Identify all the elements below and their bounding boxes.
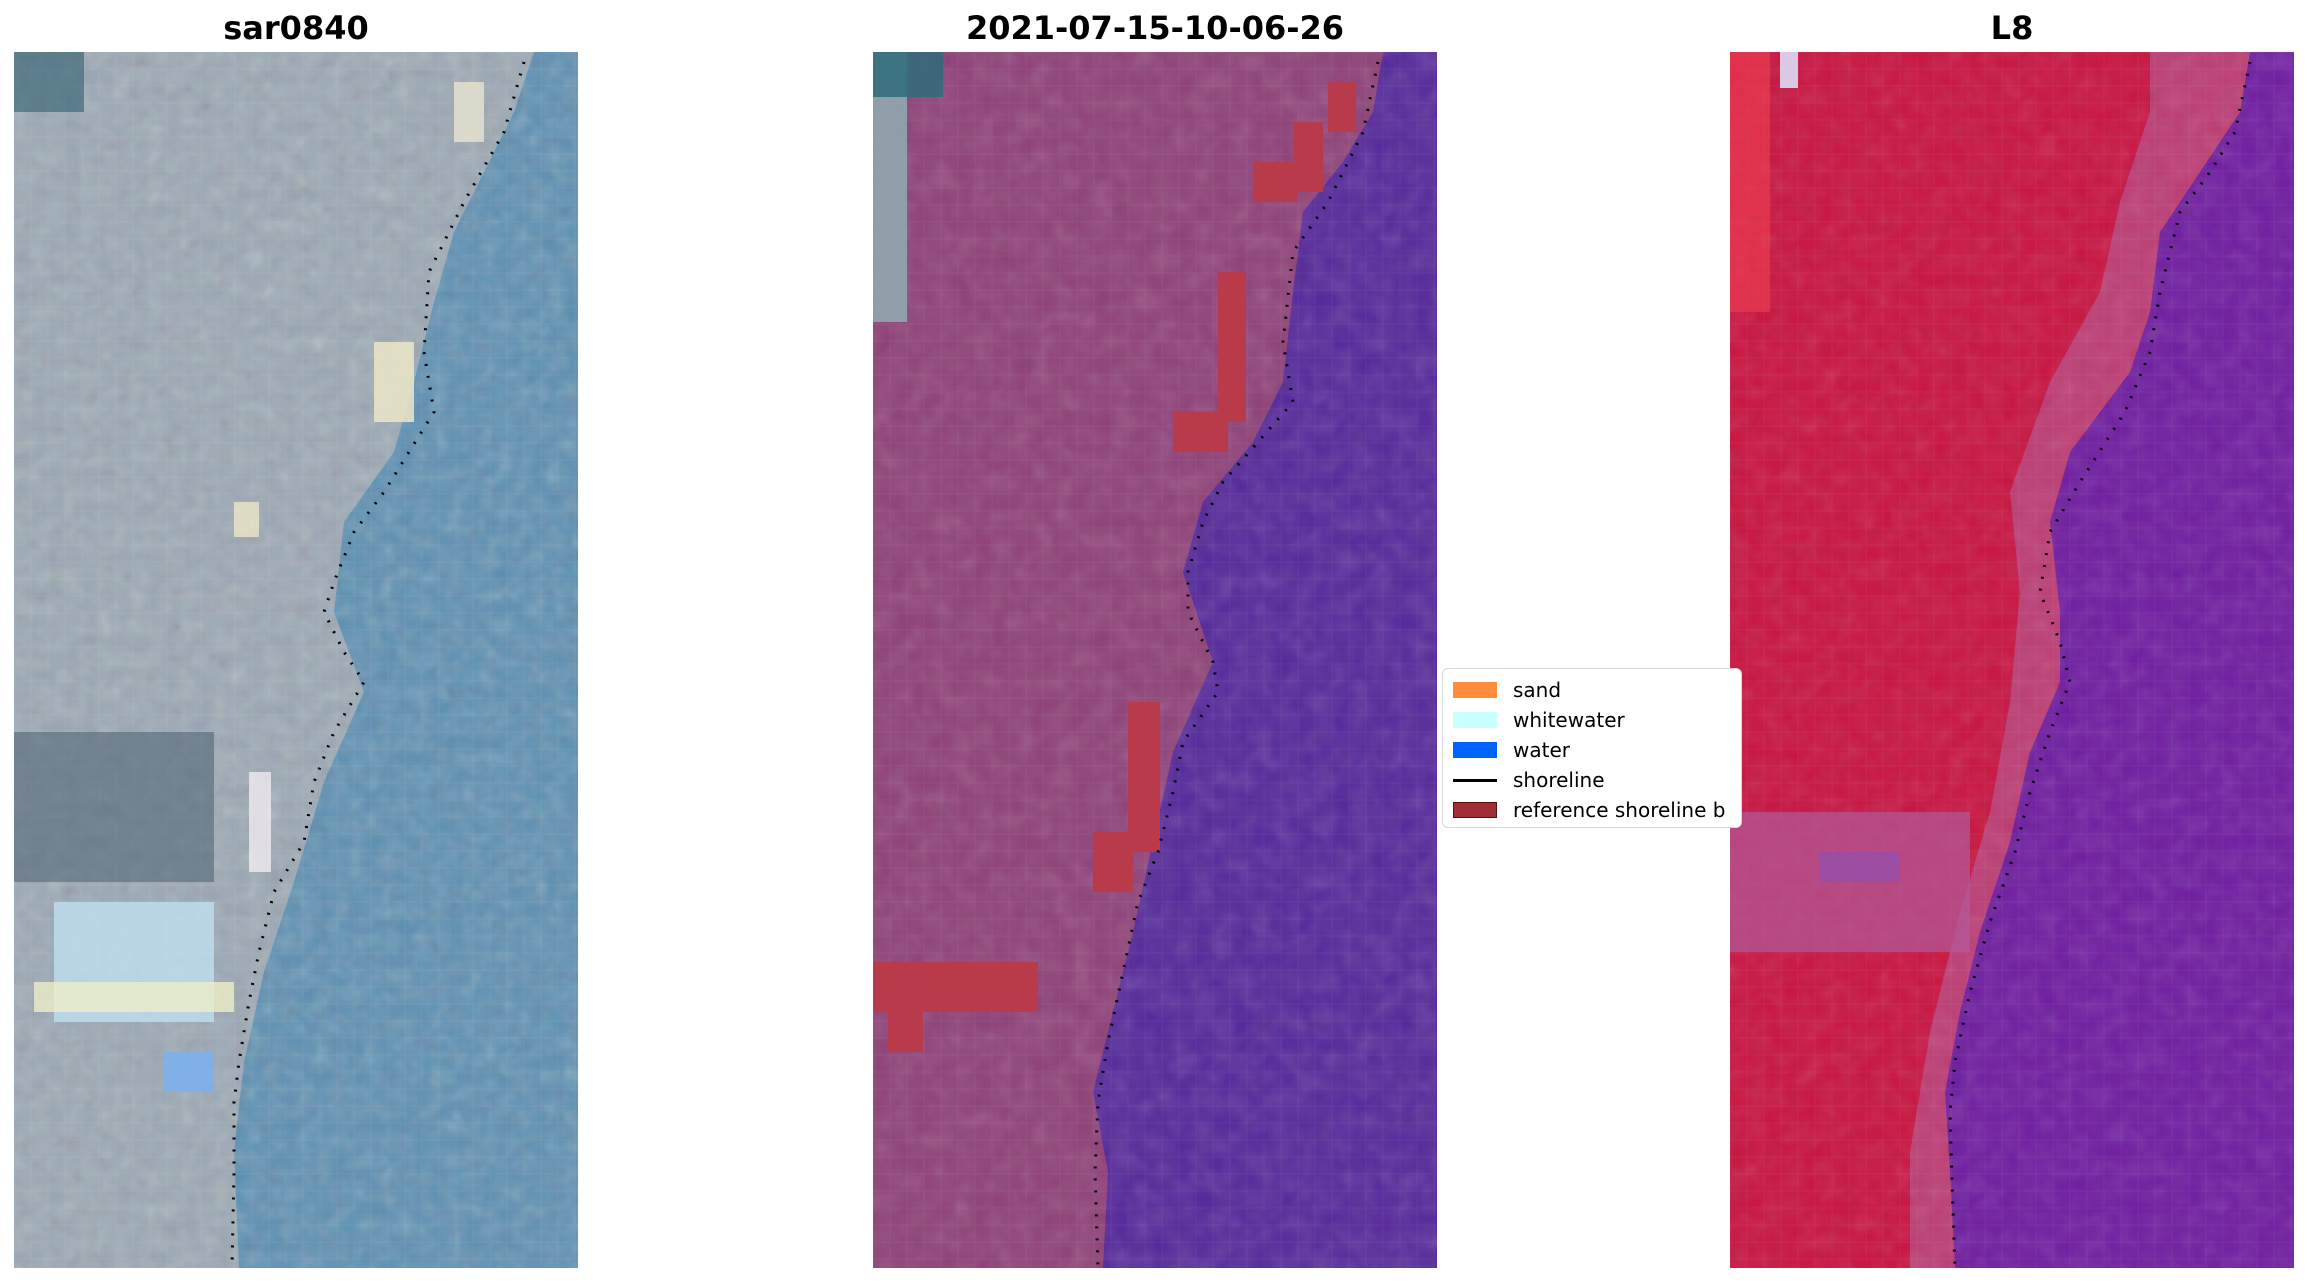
- panel-title-l8: L8: [1990, 9, 2034, 47]
- legend-item-water: water: [1453, 737, 1570, 763]
- water-swatch: [1453, 742, 1497, 758]
- legend-label: shoreline: [1513, 768, 1605, 792]
- legend-item-sand: sand: [1453, 677, 1561, 703]
- legend-label: sand: [1513, 678, 1562, 702]
- l8-image-panel: [1730, 52, 2294, 1268]
- legend-label: whitewater: [1513, 708, 1625, 732]
- legend-item-whitewater: whitewater: [1453, 707, 1625, 733]
- rgb-image: [14, 52, 578, 1268]
- classified-image-panel: [873, 52, 1437, 1268]
- classified-image: [873, 52, 1437, 1268]
- legend-label: reference shoreline b: [1513, 798, 1726, 822]
- shoreline-swatch: [1453, 778, 1497, 782]
- legend: sand whitewater water shoreline referenc…: [1442, 668, 1742, 828]
- sand-swatch: [1453, 682, 1497, 698]
- rgb-image-panel: [14, 52, 578, 1268]
- panel-title-sar0840: sar0840: [223, 9, 369, 47]
- panel-title-date: 2021-07-15-10-06-26: [965, 9, 1345, 47]
- legend-label: water: [1513, 738, 1570, 762]
- reference-shoreline-buffer: [873, 82, 1356, 1052]
- reference-shoreline-swatch: [1453, 802, 1497, 818]
- legend-item-reference-shoreline: reference shoreline b: [1453, 797, 1725, 823]
- whitewater-swatch: [1453, 712, 1497, 728]
- l8-image: [1730, 52, 2294, 1268]
- legend-item-shoreline: shoreline: [1453, 767, 1605, 793]
